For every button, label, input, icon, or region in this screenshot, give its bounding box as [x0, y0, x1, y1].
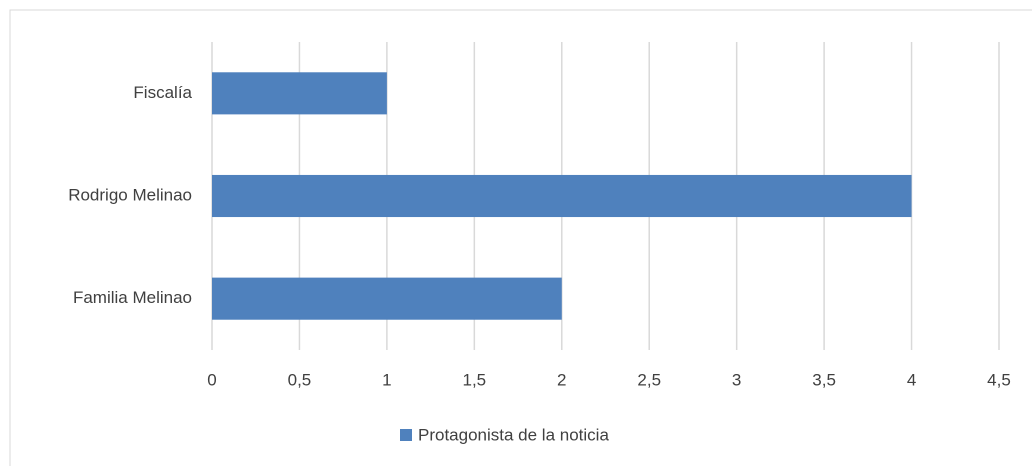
x-tick-label: 1,5: [463, 370, 487, 389]
bar: [212, 277, 562, 320]
legend-label: Protagonista de la noticia: [418, 425, 609, 444]
legend-swatch: [400, 429, 412, 441]
x-tick-label: 4: [907, 370, 916, 389]
x-tick-label: 4,5: [987, 370, 1011, 389]
x-tick-label: 0: [207, 370, 216, 389]
y-tick-label: Rodrigo Melinao: [68, 185, 192, 204]
x-tick-label: 0,5: [288, 370, 312, 389]
y-tick-label: Familia Melinao: [73, 288, 192, 307]
x-tick-label: 1: [382, 370, 391, 389]
x-tick-label: 2,5: [637, 370, 661, 389]
x-tick-label: 3: [732, 370, 741, 389]
bar: [212, 72, 387, 115]
x-tick-label: 3,5: [812, 370, 836, 389]
x-tick-label: 2: [557, 370, 566, 389]
bar: [212, 174, 912, 218]
chart-frame: [9, 9, 1032, 466]
y-tick-label: Fiscalía: [133, 83, 192, 102]
